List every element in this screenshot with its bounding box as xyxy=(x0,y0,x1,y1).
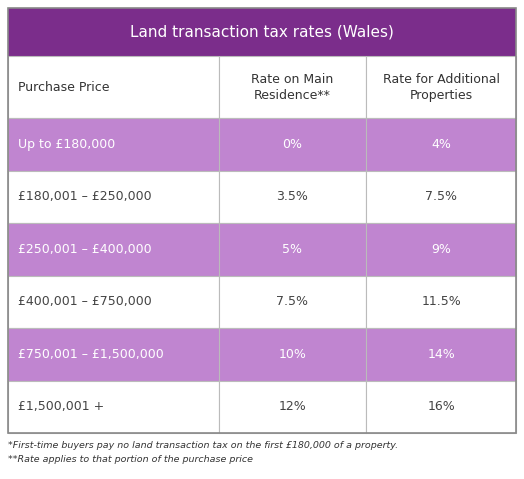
Bar xyxy=(219,118,366,171)
Text: 7.5%: 7.5% xyxy=(277,295,309,308)
Bar xyxy=(8,380,219,433)
Text: 10%: 10% xyxy=(279,348,307,361)
Bar xyxy=(8,328,219,380)
Text: Purchase Price: Purchase Price xyxy=(18,80,110,93)
Bar xyxy=(8,223,219,275)
Bar xyxy=(219,328,366,380)
Bar xyxy=(8,8,516,56)
Bar xyxy=(8,171,219,223)
Text: 16%: 16% xyxy=(427,400,455,413)
Text: 0%: 0% xyxy=(282,138,302,151)
Text: 12%: 12% xyxy=(279,400,307,413)
Bar xyxy=(366,56,516,118)
Text: 5%: 5% xyxy=(282,243,302,256)
Text: £180,001 – £250,000: £180,001 – £250,000 xyxy=(18,190,151,203)
Text: 3.5%: 3.5% xyxy=(277,190,309,203)
Bar xyxy=(8,118,219,171)
Text: £750,001 – £1,500,000: £750,001 – £1,500,000 xyxy=(18,348,163,361)
Text: Rate for Additional
Properties: Rate for Additional Properties xyxy=(383,72,499,102)
Text: 14%: 14% xyxy=(427,348,455,361)
Text: **Rate applies to that portion of the purchase price: **Rate applies to that portion of the pu… xyxy=(8,455,253,464)
Text: Land transaction tax rates (Wales): Land transaction tax rates (Wales) xyxy=(130,24,394,39)
Text: 11.5%: 11.5% xyxy=(421,295,461,308)
Bar xyxy=(8,275,219,328)
Bar xyxy=(366,223,516,275)
Text: £400,001 – £750,000: £400,001 – £750,000 xyxy=(18,295,152,308)
Bar xyxy=(219,223,366,275)
Text: Up to £180,000: Up to £180,000 xyxy=(18,138,115,151)
Bar xyxy=(8,56,219,118)
Text: Rate on Main
Residence**: Rate on Main Residence** xyxy=(252,72,334,102)
Bar xyxy=(366,328,516,380)
Bar xyxy=(219,171,366,223)
Bar xyxy=(219,275,366,328)
Bar xyxy=(366,118,516,171)
Text: 4%: 4% xyxy=(431,138,451,151)
Bar xyxy=(366,275,516,328)
Bar xyxy=(219,380,366,433)
Text: £1,500,001 +: £1,500,001 + xyxy=(18,400,104,413)
Text: *First-time buyers pay no land transaction tax on the first £180,000 of a proper: *First-time buyers pay no land transacti… xyxy=(8,441,398,450)
Text: 7.5%: 7.5% xyxy=(425,190,457,203)
Bar xyxy=(8,8,516,433)
Text: 9%: 9% xyxy=(431,243,451,256)
Bar xyxy=(219,56,366,118)
Text: £250,001 – £400,000: £250,001 – £400,000 xyxy=(18,243,151,256)
Bar xyxy=(366,380,516,433)
Bar xyxy=(366,171,516,223)
